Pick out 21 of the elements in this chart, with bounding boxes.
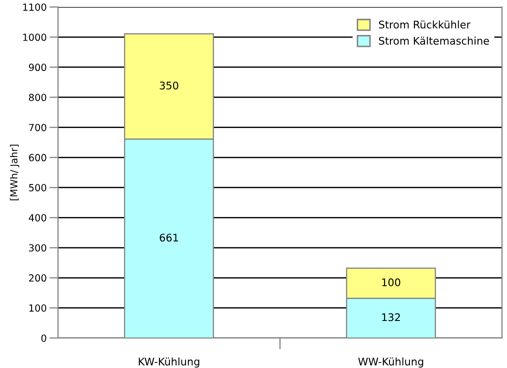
data-label: 661 bbox=[160, 234, 178, 242]
y-tick-label: 800 bbox=[28, 94, 46, 102]
legend-label: Strom Kältemaschine bbox=[379, 36, 489, 45]
x-tick-label: KW-Kühlung bbox=[138, 357, 200, 368]
y-tick-label: 1000 bbox=[23, 34, 46, 41]
legend-label: Strom Rückkühler bbox=[379, 20, 471, 28]
y-tick-label: 200 bbox=[29, 274, 46, 282]
y-tick-label: 600 bbox=[29, 154, 46, 162]
y-tick-label: 100 bbox=[29, 304, 46, 312]
y-tick-label: 1100 bbox=[23, 3, 46, 11]
y-tick-label: 900 bbox=[28, 64, 46, 72]
y-tick-label: 500 bbox=[29, 184, 46, 192]
y-tick-label: 300 bbox=[29, 244, 46, 252]
data-label: 350 bbox=[160, 82, 178, 90]
data-label: 100 bbox=[382, 278, 400, 286]
y-tick-label: 400 bbox=[28, 214, 46, 222]
data-label: 132 bbox=[382, 313, 400, 322]
y-tick-label: 700 bbox=[29, 124, 46, 132]
x-tick-label: WW-Kühlung bbox=[358, 357, 424, 368]
y-tick-label: 0 bbox=[41, 334, 46, 342]
y-axis-title: [MWh/ Jahr] bbox=[10, 144, 20, 200]
